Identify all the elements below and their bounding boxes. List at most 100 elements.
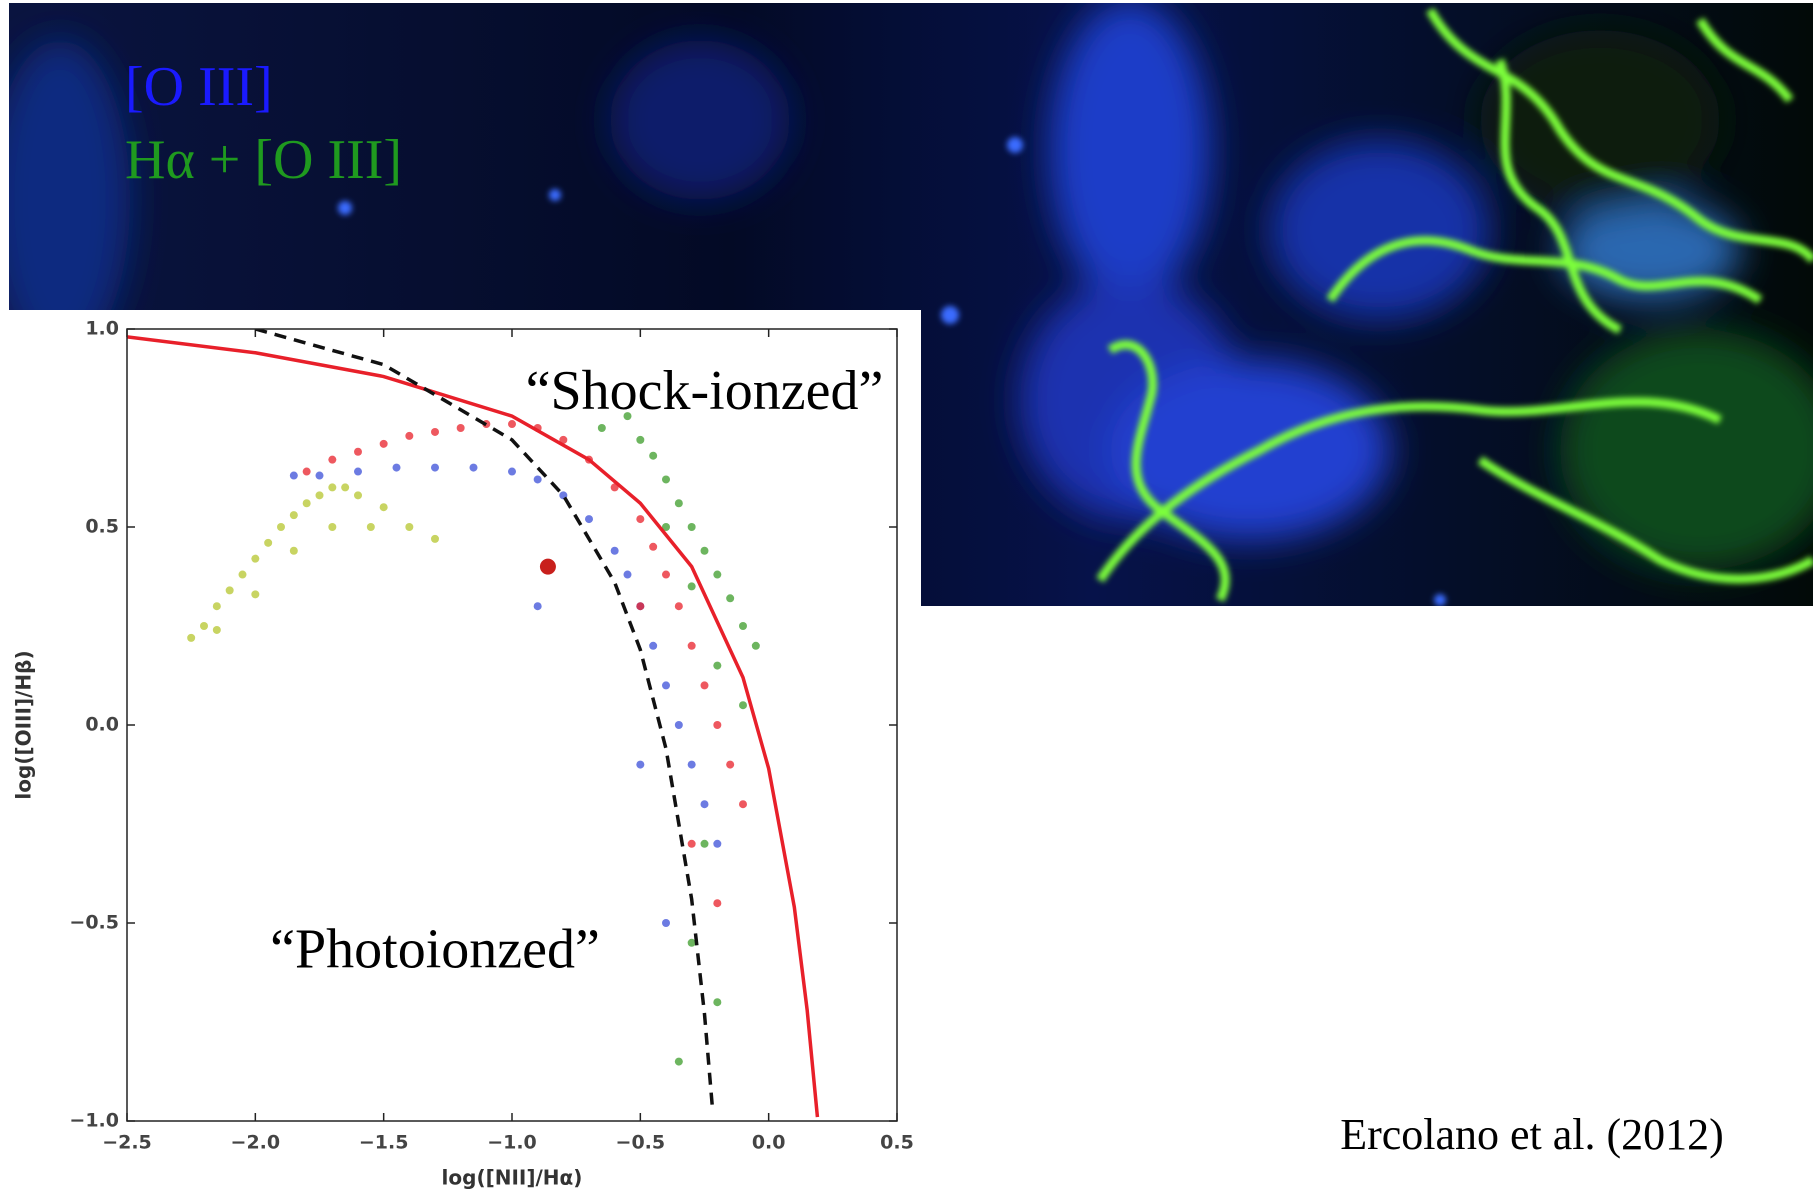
- data-point: [662, 523, 670, 531]
- data-point: [687, 760, 696, 769]
- data-point: [713, 661, 722, 670]
- image-label: Hα + [O III]: [125, 129, 402, 191]
- data-point: [212, 602, 221, 611]
- x-tick-label: −2.0: [231, 1132, 281, 1154]
- data-point: [674, 602, 683, 611]
- data-point: [687, 523, 696, 531]
- data-point: [713, 721, 722, 729]
- data-point: [649, 451, 658, 460]
- data-point: [289, 471, 298, 480]
- data-point: [225, 586, 234, 595]
- y-tick-label: −0.5: [69, 912, 119, 934]
- data-point: [713, 899, 722, 908]
- plot-area: [127, 329, 820, 1118]
- data-point: [713, 998, 722, 1007]
- data-point: [687, 582, 696, 591]
- data-point: [687, 938, 696, 947]
- data-point: [289, 511, 298, 520]
- data-point: [328, 483, 337, 492]
- data-point: [726, 594, 735, 603]
- data-point: [649, 641, 658, 650]
- data-point: [251, 554, 260, 563]
- data-point: [302, 499, 311, 508]
- y-tick-label: −1.0: [69, 1110, 119, 1132]
- image-label: [O III]: [125, 56, 273, 118]
- data-point: [649, 542, 658, 551]
- annotation: “Shock-ionzed”: [526, 360, 884, 422]
- data-point: [328, 523, 337, 531]
- data-point: [700, 546, 709, 555]
- y-tick-label: 1.0: [85, 318, 119, 340]
- data-point: [636, 760, 645, 769]
- data-point: [739, 622, 747, 630]
- data-point: [623, 570, 632, 579]
- data-point: [212, 625, 221, 634]
- y-tick-label: 0.0: [85, 714, 119, 736]
- curve: [254, 329, 714, 1106]
- data-point: [687, 641, 696, 650]
- citation: Ercolano et al. (2012): [1340, 1110, 1724, 1159]
- data-point: [700, 681, 709, 690]
- data-point: [366, 523, 375, 531]
- data-point: [713, 839, 722, 848]
- data-point: [508, 420, 516, 429]
- data-point: [700, 800, 709, 809]
- x-tick-label: −1.0: [487, 1132, 537, 1154]
- data-point: [469, 463, 478, 472]
- data-point: [585, 515, 593, 524]
- data-point: [238, 570, 247, 579]
- data-point: [739, 701, 747, 710]
- data-point: [610, 546, 619, 555]
- data-point: [726, 760, 735, 769]
- data-point: [559, 435, 568, 444]
- data-point: [662, 919, 670, 927]
- data-point: [623, 412, 632, 421]
- curve: [127, 335, 820, 1118]
- data-point: [379, 503, 388, 512]
- data-point: [674, 499, 683, 508]
- data-point: [597, 424, 606, 432]
- data-point: [508, 467, 516, 476]
- data-point: [636, 602, 645, 611]
- data-point: [277, 523, 285, 531]
- data-point: [354, 467, 362, 476]
- x-axis-label: log([NII]/Hα): [442, 1166, 583, 1190]
- plot-frame: [126, 328, 898, 1122]
- data-point: [302, 467, 311, 476]
- data-point: [662, 475, 670, 484]
- data-point: [636, 435, 645, 444]
- x-tick-label: −0.5: [616, 1132, 666, 1154]
- data-point: [739, 800, 747, 809]
- data-point: [341, 483, 350, 492]
- data-point: [662, 681, 670, 690]
- data-point: [751, 641, 760, 650]
- data-point: [354, 447, 362, 456]
- annotation: “Photoionzed”: [270, 919, 600, 981]
- data-point: [289, 546, 298, 555]
- data-point: [328, 455, 337, 464]
- x-tick-label: 0.5: [880, 1132, 914, 1154]
- x-tick-label: −2.5: [102, 1132, 152, 1154]
- data-point: [674, 721, 683, 729]
- chart-panel: [9, 310, 921, 1194]
- data-point: [431, 463, 439, 472]
- data-point: [379, 439, 388, 448]
- y-tick-label: 0.5: [85, 516, 119, 538]
- data-point: [636, 515, 645, 524]
- data-point: [392, 463, 401, 472]
- data-point: [200, 622, 208, 630]
- data-point: [431, 534, 439, 543]
- data-point: [533, 475, 542, 484]
- data-point: [251, 590, 260, 599]
- data-point: [713, 570, 722, 579]
- data-point: [264, 538, 273, 547]
- x-tick-label: 0.0: [752, 1132, 786, 1154]
- data-point: [354, 491, 362, 500]
- data-point: [662, 570, 670, 579]
- data-point: [405, 431, 414, 440]
- data-point: [315, 491, 324, 500]
- data-point: [700, 839, 709, 848]
- data-point: [431, 427, 439, 436]
